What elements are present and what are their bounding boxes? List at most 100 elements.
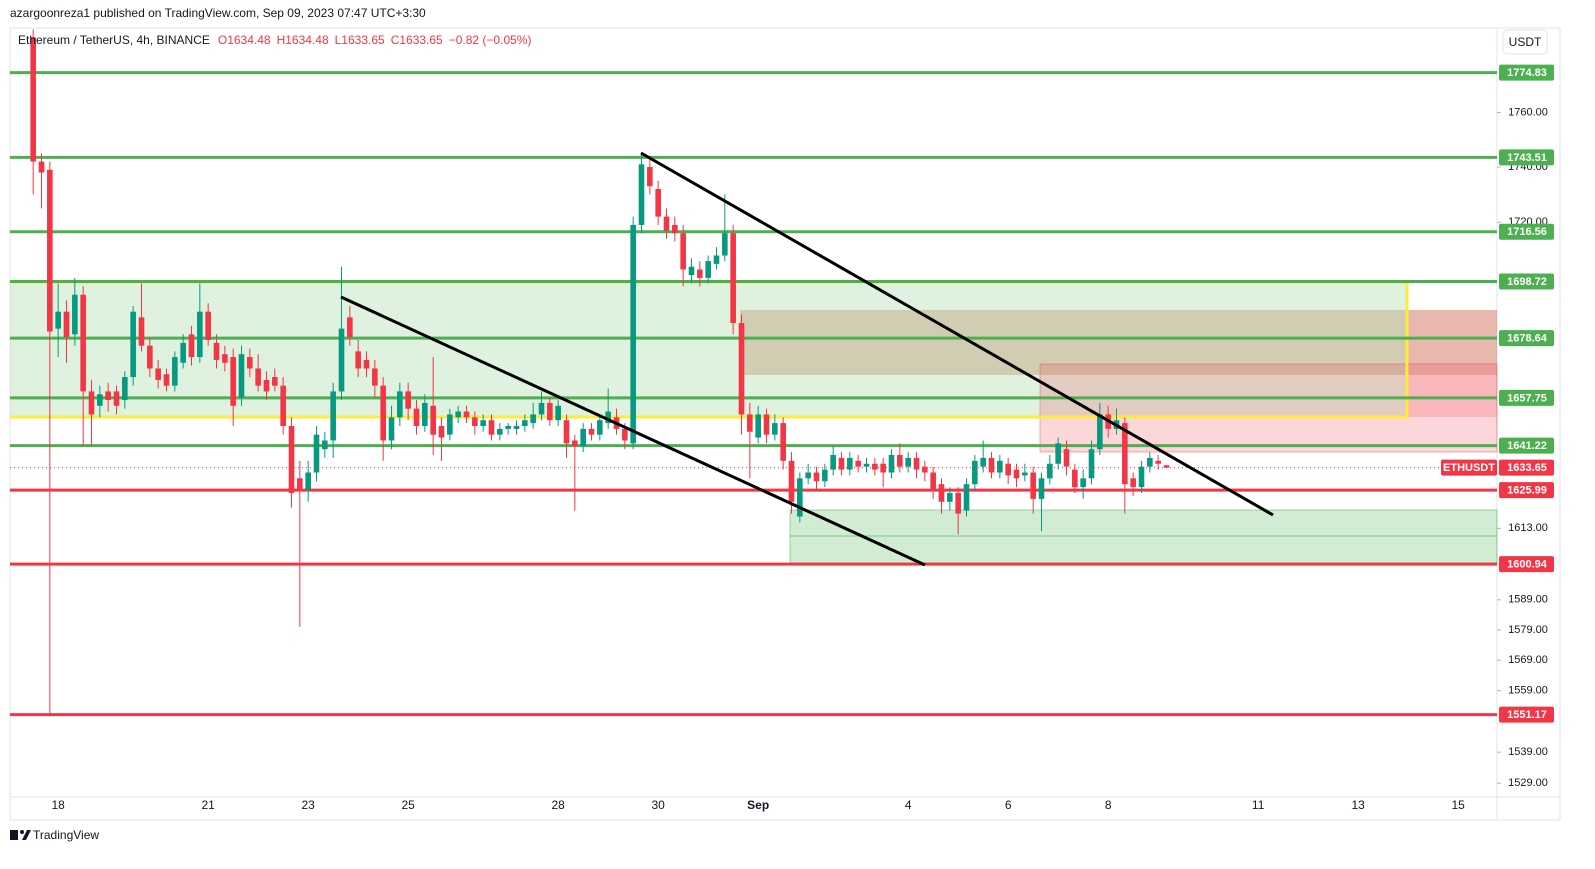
x-tick-label: 30 [651,798,665,812]
drawings-zones [10,280,1498,564]
logo-part [20,830,24,834]
candle-body [80,294,86,392]
candle-body [147,345,153,369]
candle-body [172,357,178,386]
candle-body [1055,443,1061,464]
candle-body [122,377,128,401]
candle-body [980,457,986,467]
candle-body [463,411,470,418]
x-tick-label: 21 [201,798,215,812]
level-label-bg [1499,389,1554,406]
level-label: 1625.99 [1507,484,1547,496]
footer-brand: TradingView [33,828,99,842]
x-tick-label: 4 [905,798,912,812]
legend-close: C1633.65 [391,33,443,47]
candle-body [205,311,211,340]
candle-body [63,311,70,338]
candle-body [288,425,295,493]
candle-body [663,216,670,231]
level-label: 1657.75 [1507,392,1547,404]
candle-body [838,457,845,470]
candle-body [38,161,45,173]
candle-body [930,472,936,491]
candle-body [805,472,811,479]
level-label: 1600.94 [1507,559,1548,571]
candle-body [397,391,403,418]
currency-label[interactable]: USDT [1509,35,1542,49]
candle-body [647,167,653,187]
candle-body [1147,457,1153,467]
level-label-bg [1499,437,1554,454]
x-tick-label: 25 [401,798,415,812]
symbol-tag-bg [1441,459,1497,476]
candle-body [197,311,203,358]
candle-body [788,460,795,502]
x-tick-label: Sep [747,798,769,812]
candle-body [272,377,278,386]
candle-body [222,354,228,363]
candle-body [88,391,95,415]
axis-labels: 1760.001740.001720.001613.001589.001579.… [51,64,1554,812]
candle-body [705,261,711,278]
candle-body [855,460,861,467]
candle-body [497,428,503,435]
logo-part [22,830,31,840]
candle-body [822,469,828,482]
candle-body [405,391,411,409]
candle-body [238,354,245,398]
candle-body [1155,460,1161,464]
y-tick-label: 1589.00 [1508,594,1548,606]
candle-body [580,428,586,447]
candle-body [480,420,486,426]
candle-body [505,425,511,429]
x-tick-label: 6 [1005,798,1012,812]
candle-body [713,255,720,264]
candle-body [280,385,286,426]
candle-body [922,466,928,473]
candle-body [738,322,745,415]
y-tick-label: 1569.00 [1508,654,1548,666]
publisher-line: azargoonreza1 published on TradingView.c… [10,6,426,20]
candle-body [913,457,920,470]
candle-body [1038,478,1045,499]
x-tick-label: 18 [51,798,65,812]
candle-body [1013,469,1020,479]
candle-body [972,460,978,485]
symbol: Ethereum / TetherUS, 4h, BINANCE [18,33,210,47]
x-tick-label: 28 [551,798,565,812]
symbol-legend: Ethereum / TetherUS, 4h, BINANCE O1634.48… [18,33,531,47]
legend-high: H1634.48 [277,33,329,47]
candle-body [438,425,445,438]
currency-button[interactable] [1502,29,1548,55]
candle-body [513,425,520,429]
level-label: 1743.51 [1507,152,1547,164]
candle-body [988,457,995,473]
candle-body [330,391,336,441]
candle-body [897,455,903,467]
x-tick-label: 13 [1351,798,1365,812]
candle-body [372,368,378,386]
candle-body [1088,449,1095,479]
x-tick-label: 15 [1451,798,1465,812]
candle-body [422,402,428,426]
candle-body [630,224,636,444]
candle-body [830,455,836,470]
candle-body [730,233,736,323]
candle-body [938,484,945,502]
y-tick-label: 1760.00 [1508,106,1548,118]
level-label-bg [1499,706,1554,723]
candle-body [47,169,53,332]
candle-body [947,492,953,502]
candle-body [813,472,820,482]
candle-body [797,478,803,517]
candle-body [447,414,453,435]
candle-body [763,414,770,435]
candle-body [555,405,561,421]
candle-body [572,440,578,447]
last-price-label: 1633.65 [1507,462,1547,474]
candle-body [680,233,686,270]
y-tick-label: 1613.00 [1508,522,1548,534]
candle-body [1022,472,1028,476]
level-label: 1551.17 [1507,709,1547,721]
